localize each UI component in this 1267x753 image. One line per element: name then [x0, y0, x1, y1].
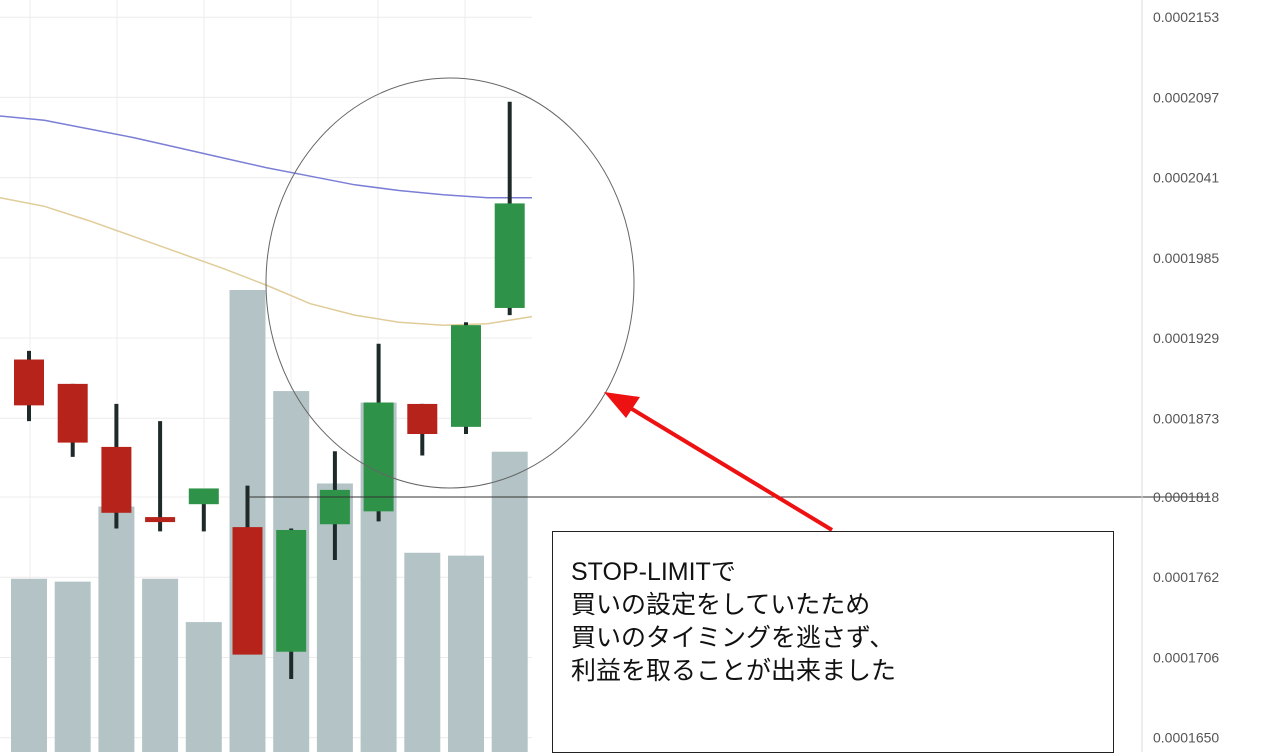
candle-body [451, 325, 481, 427]
candle-body [319, 489, 350, 525]
volume-bar [404, 552, 441, 752]
price-tick-label: 0.0002097 [1153, 89, 1219, 105]
volume-bar [185, 622, 222, 752]
candle [276, 528, 307, 679]
volume-bar [142, 578, 179, 752]
annotation-arrow-shaft [620, 401, 834, 532]
candles [14, 101, 525, 679]
candle [451, 322, 481, 435]
candle [188, 488, 219, 532]
candle-body [57, 383, 88, 443]
annotation-line-2: 買いの設定をしていたため [571, 591, 871, 619]
candle [57, 383, 88, 457]
candle [101, 403, 132, 529]
volume-bar [54, 581, 91, 752]
volume-bars [11, 290, 528, 752]
candle-body [232, 527, 263, 655]
candle [494, 101, 525, 316]
moving-average-line [0, 196, 533, 326]
candle-body [407, 403, 438, 435]
candle [407, 403, 438, 456]
annotation-line-1: STOP-LIMITで [571, 558, 736, 586]
moving-average-line [0, 115, 532, 199]
price-tick-label: 0.0001818 [1153, 489, 1219, 505]
candle-body [145, 517, 176, 523]
candle-body [188, 488, 219, 505]
annotation-arrow-head [604, 392, 640, 418]
price-axis: 0.0002153 0.0002097 0.0002041 0.0001985 0.00… [1153, 9, 1219, 745]
candle [14, 350, 44, 422]
price-tick-label: 0.0001706 [1153, 649, 1219, 665]
volume-bar [448, 555, 484, 752]
candle-body [494, 203, 525, 308]
highlight-ellipse [265, 77, 635, 489]
annotation-arrow [604, 392, 834, 532]
volume-bar [98, 506, 135, 752]
candle [363, 343, 394, 522]
candle [319, 451, 350, 561]
candle-body [14, 359, 44, 406]
candle-body [363, 402, 394, 512]
candle-body [101, 446, 132, 513]
candle [145, 421, 176, 532]
annotation-box: STOP-LIMITで 買いの設定をしていたため 買いのタイミングを逃さず、 利… [552, 531, 1114, 753]
volume-bar [11, 578, 47, 752]
price-tick-label: 0.0002153 [1153, 9, 1219, 25]
annotation-line-4: 利益を取ることが出来ました [571, 657, 897, 685]
candle [232, 485, 263, 655]
price-tick-label: 0.0001762 [1153, 569, 1219, 585]
annotation-line-3: 買いのタイミングを逃さず、 [571, 624, 895, 652]
price-tick-label: 0.0002041 [1153, 170, 1219, 186]
price-tick-label: 0.0001650 [1153, 730, 1219, 746]
volume-bar [491, 451, 528, 752]
price-tick-label: 0.0001873 [1153, 410, 1219, 426]
candle-body [276, 529, 307, 652]
price-tick-label: 0.0001985 [1153, 250, 1219, 266]
price-tick-label: 0.0001929 [1153, 330, 1219, 346]
